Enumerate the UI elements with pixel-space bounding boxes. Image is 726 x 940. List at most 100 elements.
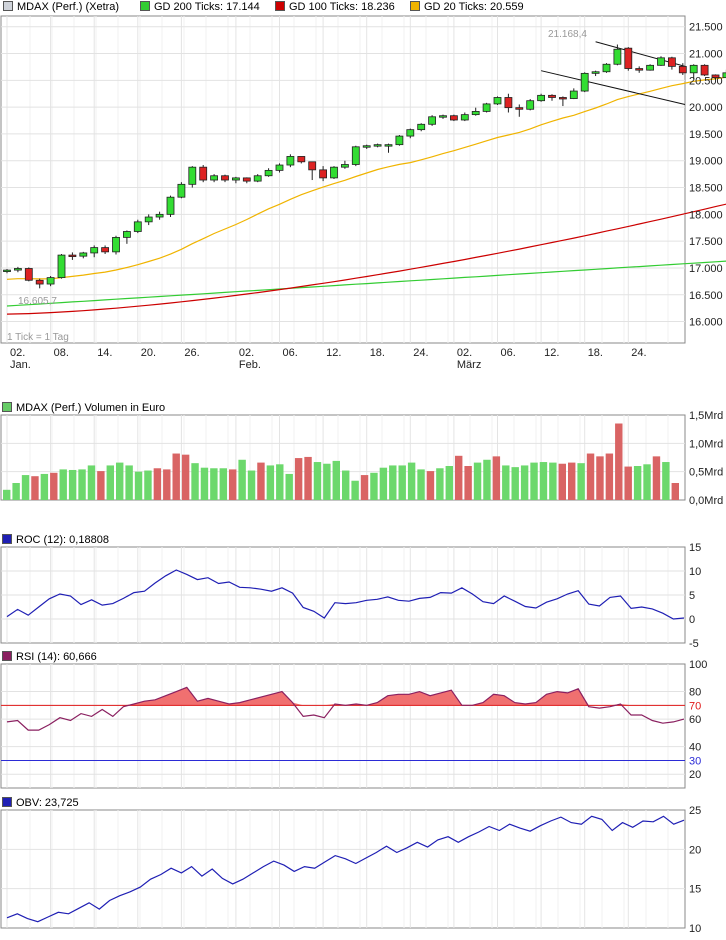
- candle-body: [417, 123, 426, 131]
- candle-body: [319, 169, 328, 179]
- legend-gd200: GD 200 Ticks: 17.144: [140, 1, 260, 13]
- x-tick-label: 12.: [326, 347, 341, 359]
- candle-body: [526, 100, 535, 110]
- candle-body: [689, 64, 698, 74]
- volume-bar: [502, 465, 510, 500]
- legend-gd20-label: GD 20 Ticks: 20.559: [424, 1, 524, 13]
- volume-bar: [181, 454, 190, 500]
- volume-bar: [238, 459, 246, 500]
- volume-bar: [134, 471, 143, 500]
- x-tick-label: 26.: [184, 347, 199, 359]
- y-tick-label: 20.500: [689, 75, 723, 87]
- candle-body: [133, 221, 142, 232]
- volume-bar: [153, 468, 162, 500]
- x-tick-label: 24.: [631, 347, 646, 359]
- x-tick-label: März: [457, 359, 481, 371]
- candle-body: [210, 175, 219, 181]
- y-tick-label: 0: [689, 614, 695, 626]
- roc-series-line: [6, 569, 685, 620]
- volume-bar: [12, 483, 20, 500]
- y-tick-label: 20: [689, 769, 701, 781]
- volume-bar: [285, 473, 293, 500]
- volume-bar: [172, 453, 180, 500]
- x-tick-label: Jan.: [10, 359, 31, 371]
- y-tick-label: 21.000: [689, 49, 723, 61]
- x-tick-label: 18.: [370, 347, 385, 359]
- candle-body: [3, 269, 11, 272]
- volume-bar: [342, 470, 350, 500]
- volume-panel-title: MDAX (Perf.) Volumen in Euro: [2, 402, 165, 414]
- volume-bar: [511, 467, 519, 500]
- price-low-label: 16.605,7: [18, 296, 57, 307]
- volume-bar: [455, 455, 463, 500]
- volume-bar: [106, 465, 114, 500]
- volume-bar: [633, 466, 642, 500]
- channel-lower-line: [540, 70, 686, 105]
- volume-bar: [21, 475, 30, 500]
- volume-bar: [652, 456, 661, 500]
- obv-line: [6, 815, 685, 923]
- candlesticks: [3, 44, 726, 289]
- panel-frame-price: [0, 15, 686, 344]
- candle-body: [253, 175, 262, 182]
- obv-panel-title: OBV: 23,725: [2, 797, 79, 809]
- roc-panel-title: ROC (12): 0,18808: [2, 534, 109, 546]
- legend-swatch: [275, 1, 285, 11]
- volume-bar: [125, 465, 133, 500]
- candle-body: [373, 144, 382, 147]
- volume-bar: [398, 465, 406, 500]
- volume-bar: [389, 465, 397, 500]
- volume-bar: [558, 463, 566, 500]
- volume-bar: [530, 462, 538, 500]
- candle-body: [460, 114, 469, 121]
- candle-body: [24, 268, 33, 281]
- volume-bar: [276, 464, 284, 500]
- candle-body: [428, 116, 437, 125]
- candle-body: [449, 115, 458, 121]
- candle-body: [90, 247, 99, 254]
- legend-swatch: [3, 1, 13, 11]
- volume-bar: [539, 462, 548, 500]
- volume-swatch: [2, 402, 12, 412]
- y-tick-label: 16.500: [689, 290, 723, 302]
- candle-body: [471, 111, 480, 116]
- rsi-swatch: [2, 651, 12, 661]
- x-tick-label: 14.: [97, 347, 112, 359]
- panel-frame-obv: [0, 809, 686, 929]
- candle-body: [406, 129, 415, 137]
- candle-body: [308, 161, 317, 171]
- candle-body: [537, 94, 545, 102]
- volume-bar: [671, 483, 679, 500]
- volume-bar: [596, 456, 604, 500]
- volume-bar: [229, 469, 237, 500]
- candle-body: [13, 268, 22, 271]
- volume-bar: [360, 475, 369, 500]
- volume-bar: [68, 469, 77, 500]
- obv-series-line: [6, 815, 685, 923]
- volume-bar: [313, 462, 322, 500]
- y-tick-label: 30: [689, 755, 701, 767]
- tick-note: 1 Tick = 1 Tag: [7, 332, 69, 343]
- volume-bar: [78, 469, 86, 500]
- volume-bar: [370, 472, 378, 500]
- y-tick-label: 15: [689, 542, 701, 554]
- y-tick-label: 70: [689, 700, 701, 712]
- volume-bar: [445, 466, 453, 500]
- candle-body: [395, 135, 404, 146]
- volume-bar: [643, 464, 651, 500]
- candle-body: [199, 166, 208, 181]
- candle-body: [351, 146, 360, 165]
- candle-body: [439, 115, 447, 118]
- gd100-line: [6, 203, 726, 315]
- candle-body: [177, 183, 186, 198]
- volume-bar: [549, 462, 557, 500]
- volume-bar: [586, 453, 595, 500]
- y-tick-label: 17.500: [689, 236, 723, 248]
- candle-body: [657, 57, 665, 66]
- volume-bar: [40, 473, 49, 500]
- x-tick-label: 02.: [239, 347, 254, 359]
- legend-mdax-label: MDAX (Perf.) (Xetra): [17, 1, 120, 13]
- candle-body: [275, 164, 284, 171]
- y-tick-label: 18.500: [689, 183, 723, 195]
- candle-body: [101, 247, 109, 253]
